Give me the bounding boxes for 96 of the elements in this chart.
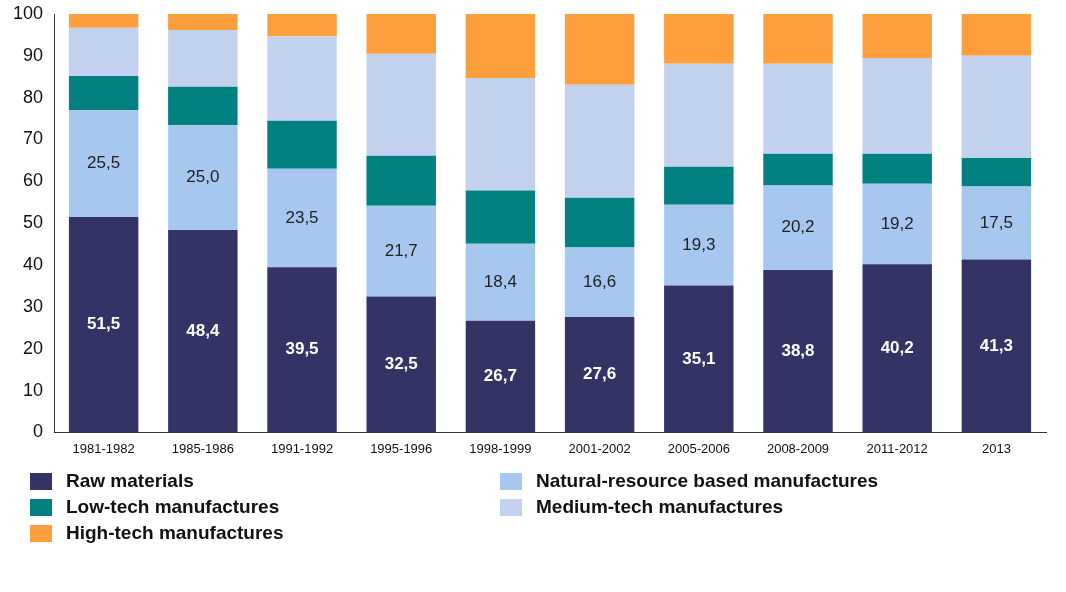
data-label: 25,0 <box>186 167 220 187</box>
bar <box>862 183 932 265</box>
data-label: 23,5 <box>285 207 319 227</box>
data-label: 20,2 <box>781 217 815 237</box>
y-tick-label: 100 <box>12 2 44 23</box>
bar <box>564 14 635 85</box>
bar <box>763 270 833 433</box>
bar <box>564 247 635 317</box>
x-tick-label: 1985-1986 <box>171 440 234 456</box>
legend-label: Low-tech manufactures <box>65 496 281 518</box>
x-tick-label: 2001-2002 <box>568 440 631 456</box>
bar <box>862 264 932 433</box>
bar <box>68 27 139 76</box>
bar <box>465 78 536 191</box>
bar <box>862 57 932 154</box>
y-tick-label: 20 <box>23 337 44 358</box>
data-label: 41,3 <box>979 335 1013 355</box>
bar <box>862 153 932 184</box>
x-tick-label: 2005-2006 <box>667 440 730 456</box>
bar <box>168 29 238 87</box>
bar <box>763 153 833 186</box>
data-label: 32,5 <box>384 354 418 374</box>
y-tick-label: 90 <box>23 44 44 65</box>
x-tick-label: 2013 <box>981 440 1011 456</box>
bar <box>366 205 436 297</box>
bar <box>267 168 337 268</box>
bar <box>267 14 337 37</box>
bar <box>68 216 139 433</box>
legend-label: Natural-resource based manufactures <box>535 470 880 492</box>
x-tick-label: 2011-2012 <box>866 440 928 456</box>
bar <box>267 120 337 169</box>
bar <box>664 63 734 167</box>
bar <box>168 125 238 230</box>
data-label: 25,5 <box>87 153 121 173</box>
bar <box>961 186 1032 260</box>
bar <box>961 55 1032 158</box>
data-label: 39,5 <box>285 339 319 359</box>
bar <box>465 14 536 79</box>
bar <box>267 267 337 433</box>
data-label: 40,2 <box>880 337 914 357</box>
x-tick-label: 2008-2009 <box>766 440 830 456</box>
data-label: 48,4 <box>186 320 220 340</box>
data-label: 21,7 <box>384 240 418 260</box>
bar <box>168 14 238 30</box>
bar <box>366 53 436 156</box>
bar <box>664 14 734 64</box>
bar <box>267 36 337 121</box>
legend-label: High-tech manufactures <box>65 522 285 544</box>
data-label: 35,1 <box>682 348 716 368</box>
bar <box>564 316 635 433</box>
bar <box>366 296 436 433</box>
x-tick-label: 1981-1982 <box>72 440 135 456</box>
legend-label: Raw materials <box>65 470 195 492</box>
bar <box>465 190 536 244</box>
data-label: 26,7 <box>483 366 517 386</box>
bar <box>68 75 139 111</box>
legend-label: Medium-tech manufactures <box>535 496 785 518</box>
y-tick-label: 30 <box>23 295 44 316</box>
bar <box>664 285 734 433</box>
data-label: 17,5 <box>979 212 1013 232</box>
y-tick-label: 40 <box>23 254 44 275</box>
data-label: 51,5 <box>87 314 121 334</box>
y-tick-label: 80 <box>23 86 44 107</box>
y-tick-label: 70 <box>23 128 44 149</box>
y-tick-label: 60 <box>23 170 44 191</box>
data-label: 19,3 <box>682 234 716 254</box>
bar <box>366 155 436 206</box>
bar <box>862 14 932 58</box>
bar <box>763 63 833 154</box>
bar <box>961 157 1032 187</box>
bar <box>763 14 833 64</box>
data-label: 38,8 <box>781 340 815 360</box>
bar <box>465 320 536 433</box>
data-label: 27,6 <box>583 364 617 384</box>
data-label: 16,6 <box>583 271 617 291</box>
x-tick-label: 1991-1992 <box>270 440 334 456</box>
y-tick-label: 50 <box>23 212 44 233</box>
data-label: 18,4 <box>483 271 517 291</box>
bar <box>564 84 635 198</box>
bar <box>763 185 833 271</box>
bar <box>68 14 139 28</box>
bar <box>465 243 536 321</box>
bar <box>664 204 734 286</box>
bar <box>366 14 436 54</box>
y-tick-label: 0 <box>33 421 44 442</box>
bar <box>168 229 238 433</box>
y-tick-label: 10 <box>23 379 44 400</box>
bar <box>961 259 1032 433</box>
bar <box>664 166 734 205</box>
x-tick-label: 1998-1999 <box>469 440 532 456</box>
bar <box>168 86 238 126</box>
bar <box>564 197 635 248</box>
data-label: 19,2 <box>880 213 914 233</box>
bar <box>68 110 139 217</box>
bar <box>961 14 1032 56</box>
x-tick-label: 1995-1996 <box>370 440 433 456</box>
